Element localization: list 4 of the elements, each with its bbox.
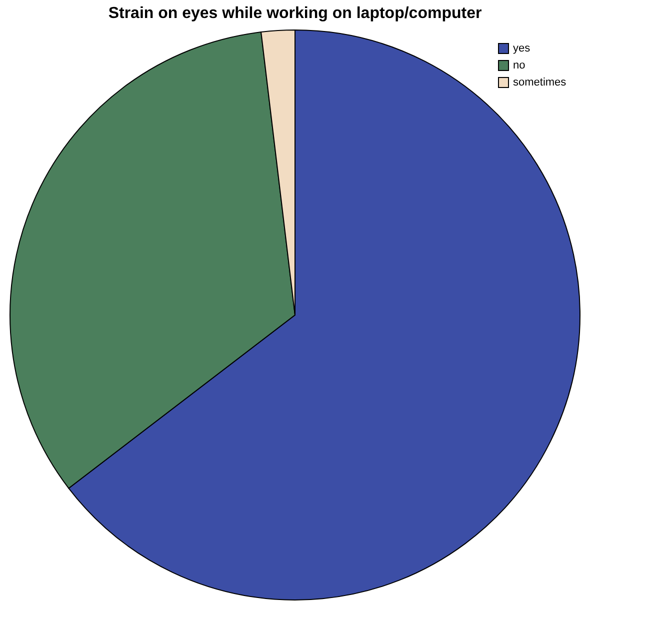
legend-label: sometimes [513,76,567,88]
legend-label: no [513,60,526,72]
legend-label: yes [513,42,531,54]
chart-title: Strain on eyes while working on laptop/computer [108,5,482,22]
